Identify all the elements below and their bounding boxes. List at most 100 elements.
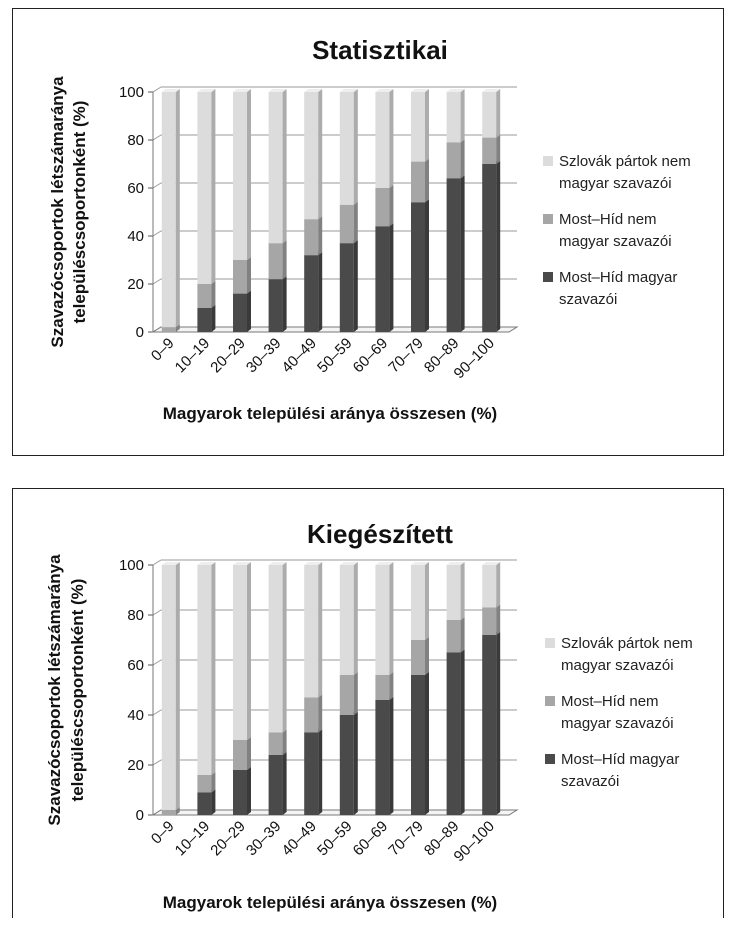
bar-segment-side [211,89,216,284]
x-tick-label: 90–100 [451,335,498,382]
bar-segment [233,565,247,740]
x-tick-label: 20–29 [207,335,249,377]
legend-label: szavazói [559,291,617,308]
bar-segment-side [282,240,287,280]
x-tick-label: 30–39 [243,818,285,860]
bar-segment [339,565,354,675]
bar-segment [197,92,212,284]
bar-segment-top [304,89,323,92]
x-axis-title: Magyarok települési aránya összesen (%) [163,893,497,912]
bar-segment [446,178,461,332]
legend-label: Szlovák pártok nem [559,153,691,170]
bar-segment-side [247,257,251,294]
bar-segment-top [375,89,394,92]
bar-segment [339,243,354,332]
chart-title: Statisztikai [312,35,448,65]
bar-segment [411,92,425,162]
bar-segment [339,675,354,715]
x-tick-label: 10–19 [172,335,214,377]
x-tick-label: 70–79 [385,818,427,860]
y-tick-label: 40 [127,228,144,245]
bar-segment [446,142,461,179]
bar-segment-side [353,240,358,332]
bar-segment-side [389,89,394,188]
bar-segment-top [411,89,429,92]
bar-segment-top [197,89,216,92]
legend-item: Most–Híd nem magyar szavazói [545,693,674,732]
y-tick-label: 80 [127,607,144,624]
x-tick-label: 90–100 [451,818,498,865]
bar-segment-side [247,290,251,332]
bar-segment [304,697,319,733]
x-tick-label: 60–69 [350,818,392,860]
bar-segment-side [318,729,323,815]
bar-segment-top [233,562,251,565]
bar-segment-side [389,562,394,675]
bar-segment [482,137,497,164]
bar-segment-side [496,562,501,608]
bar-segment [233,92,247,260]
bar-segment [304,219,319,256]
bar-segment-side [175,324,180,332]
bar-segment-side [460,562,465,620]
bar-segment-side [211,562,216,775]
bar-segment-top [446,89,465,92]
x-tick-label: 40–49 [279,818,321,860]
bar-segment-side [353,201,358,244]
bar-segment-side [318,216,323,256]
x-tick-label: 30–39 [243,335,285,377]
legend-label: magyar szavazói [559,233,672,250]
bar-segment [375,188,390,227]
bar-segment-side [460,89,465,143]
x-tick-label: 0–9 [148,335,178,365]
legend-swatch [543,156,553,166]
y-tick-label: 40 [127,707,144,724]
gridline-depth [152,86,162,93]
bar-segment-side [353,672,358,715]
bar-segment-top [446,562,465,565]
x-tick-label: 50–59 [314,335,356,377]
legend-swatch [545,696,555,706]
bar-segment [411,565,425,640]
bar-segment [304,255,319,332]
bar-segment [375,700,390,815]
legend-label: Szlovák pártok nem [561,635,693,652]
bar-segment [411,161,425,203]
bar-segment-side [496,134,501,164]
x-tick-label: 60–69 [350,335,392,377]
bar-segment-side [247,737,251,770]
bar-segment-top [161,89,180,92]
legend-item: Szlovák pártok nem magyar szavazói [543,153,691,192]
bar-segment-side [211,281,216,308]
bar-segment [268,92,283,244]
bar-segment [268,755,283,815]
legend-swatch [543,214,553,224]
y-axis-title-line-1: Szavazócsoportok létszámaránya [48,76,67,348]
legend-swatch [545,638,555,648]
bar-segment [161,565,176,810]
bar-segment [446,565,461,620]
bar-segment-side [175,807,180,815]
bar-segment [161,92,176,328]
bar-segment-side [282,752,287,815]
bar-segment-top [268,89,287,92]
legend-label: magyar szavazói [559,175,672,192]
legend-label: magyar szavazói [561,715,674,732]
bar-segment-top [268,562,287,565]
bar-segment [233,260,247,294]
bar-segment-top [304,562,323,565]
bar-segment [339,92,354,205]
bar-segment-top [339,89,358,92]
bar-segment-side [460,175,465,332]
bar-segment-side [211,772,216,793]
bar-segment-side [389,697,394,815]
gridline-depth [152,278,162,285]
bar-segment-side [247,562,251,740]
legend-label: Most–Híd nem [561,693,659,710]
gridline-depth [152,134,162,141]
bar-segment-side [353,712,358,815]
bar-segment [197,775,212,793]
bar-segment-top [375,562,394,565]
bar-segment-side [353,562,358,675]
legend-label: Most–Híd magyar [561,751,679,768]
